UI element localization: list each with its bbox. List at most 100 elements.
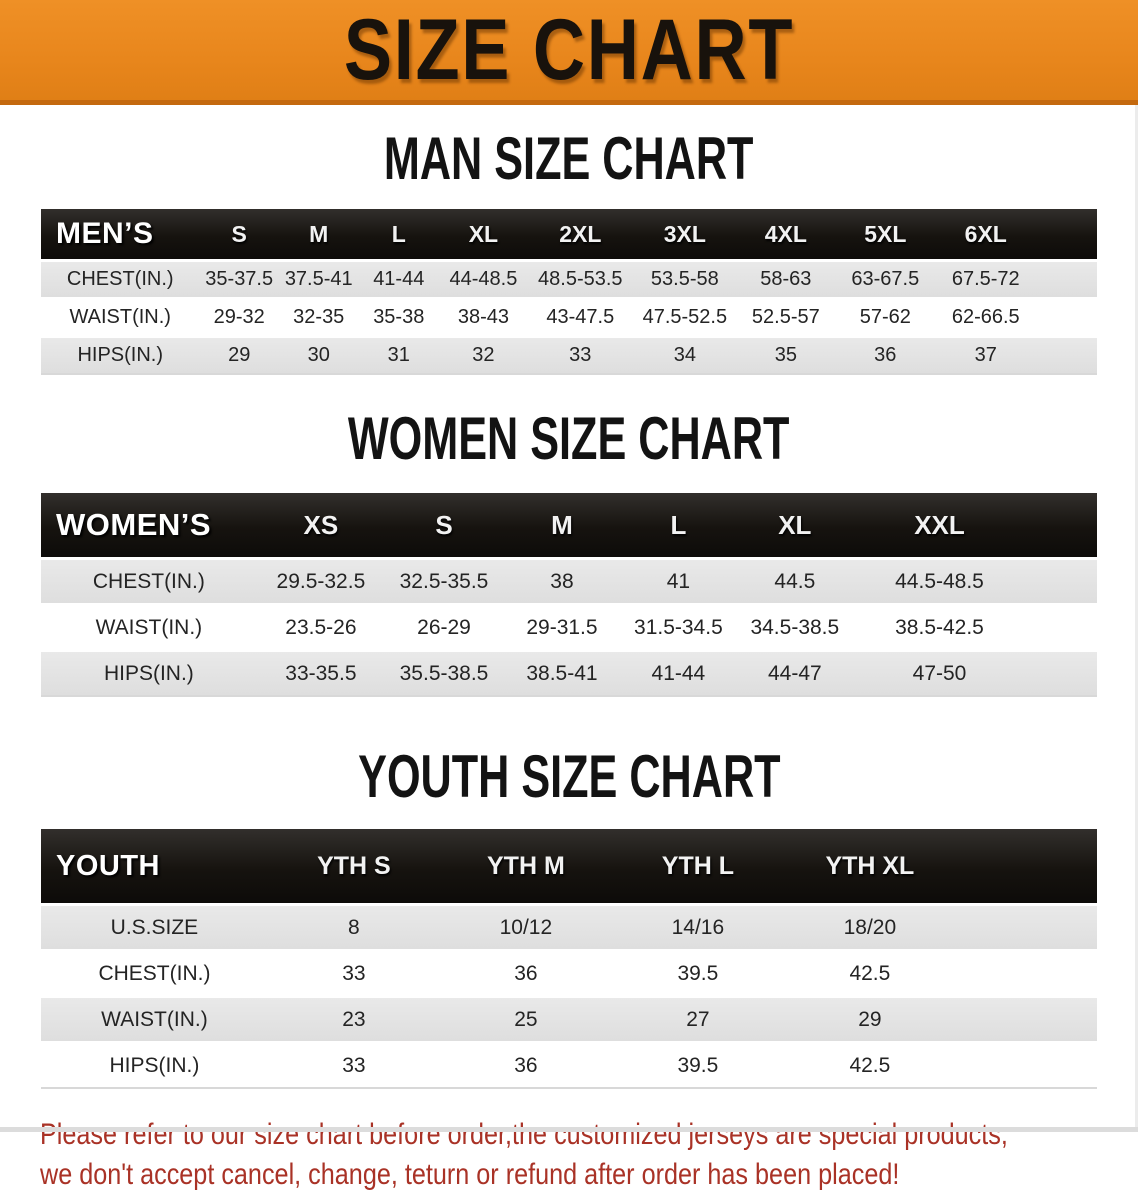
row-spacer: [955, 903, 1097, 949]
size-value-cell: 29: [783, 995, 956, 1041]
row-label: WAIST(IN.): [41, 995, 268, 1041]
column-header: L: [358, 209, 440, 259]
column-header: 4XL: [736, 209, 835, 259]
header-spacer: [1025, 493, 1097, 557]
size-value-cell: 67.5-72: [935, 259, 1036, 297]
column-header: M: [278, 209, 359, 259]
column-header: XS: [256, 493, 386, 557]
column-header: S: [385, 493, 503, 557]
column-header: 5XL: [834, 209, 936, 259]
row-label: U.S.SIZE: [41, 903, 268, 949]
men-size-section: MAN SIZE CHART MEN’S S M L XL 2XL 3XL 4XL 5XL 6XL…: [0, 129, 1138, 375]
row-spacer: [1035, 335, 1097, 375]
column-header: XL: [735, 493, 854, 557]
youth-size-section: YOUTH SIZE CHART YOUTH YTH S YTH M YTH L YTH…: [0, 747, 1138, 1089]
row-spacer: [955, 995, 1097, 1041]
size-value-cell: 41-44: [358, 259, 440, 297]
size-value-cell: 47.5-52.5: [632, 297, 737, 335]
table-row: HIPS(IN.) 33-35.5 35.5-38.5 38.5-41 41-44 44-…: [41, 649, 1097, 697]
size-value-cell: 32: [439, 335, 528, 375]
table-row: CHEST(IN.) 35-37.5 37.5-41 41-44 44-48.5 48.5…: [41, 259, 1097, 297]
women-size-table: WOMEN’S XS S M L XL XXL CHEST(IN.) 29.5-32.5 32.5…: [41, 493, 1097, 697]
size-value-cell: 35.5-38.5: [385, 649, 503, 697]
size-value-cell: 63-67.5: [834, 259, 936, 297]
size-value-cell: 47-50: [853, 649, 1026, 697]
size-value-cell: 38: [502, 557, 621, 603]
column-header: L: [620, 493, 736, 557]
table-row: HIPS(IN.) 29 30 31 32 33 34 35 36 37: [41, 335, 1097, 375]
size-value-cell: 32.5-35.5: [385, 557, 503, 603]
men-section-heading-text: MAN SIZE CHART: [384, 125, 754, 192]
column-header: XL: [439, 209, 528, 259]
size-value-cell: 38.5-41: [502, 649, 621, 697]
size-value-cell: 33-35.5: [256, 649, 386, 697]
size-value-cell: 36: [439, 949, 612, 995]
size-value-cell: 26-29: [385, 603, 503, 649]
size-value-cell: 29: [199, 335, 279, 375]
youth-size-table: YOUTH YTH S YTH M YTH L YTH XL U.S.SIZE 8 10/12…: [41, 829, 1097, 1089]
column-header: YTH L: [611, 829, 784, 903]
row-spacer: [1025, 557, 1097, 603]
size-value-cell: 44-47: [735, 649, 854, 697]
size-value-cell: 43-47.5: [527, 297, 633, 335]
size-value-cell: 23: [267, 995, 440, 1041]
size-value-cell: 33: [527, 335, 633, 375]
size-value-cell: 33: [267, 949, 440, 995]
size-value-cell: 41-44: [620, 649, 736, 697]
youth-section-heading: YOUTH SIZE CHART: [0, 747, 1138, 807]
header-spacer: [955, 829, 1097, 903]
table-header-row: YOUTH YTH S YTH M YTH L YTH XL: [41, 829, 1097, 903]
page-edge-shadow-right: [1135, 105, 1138, 1132]
size-value-cell: 33: [267, 1041, 440, 1089]
order-notice-line-2: we don't accept cancel, change, teturn o…: [40, 1158, 900, 1191]
column-header: S: [199, 209, 279, 259]
size-value-cell: 38-43: [439, 297, 528, 335]
table-row: WAIST(IN.) 29-32 32-35 35-38 38-43 43-47.5 47.…: [41, 297, 1097, 335]
size-value-cell: 41: [620, 557, 736, 603]
size-value-cell: 48.5-53.5: [527, 259, 633, 297]
size-value-cell: 57-62: [834, 297, 936, 335]
men-section-heading: MAN SIZE CHART: [0, 129, 1138, 189]
size-value-cell: 58-63: [736, 259, 835, 297]
column-header: M: [502, 493, 621, 557]
row-spacer: [1025, 603, 1097, 649]
row-spacer: [1025, 649, 1097, 697]
size-value-cell: 42.5: [783, 1041, 956, 1089]
size-value-cell: 34.5-38.5: [735, 603, 854, 649]
row-label: WAIST(IN.): [41, 297, 200, 335]
column-header: XXL: [853, 493, 1026, 557]
table-row: CHEST(IN.) 33 36 39.5 42.5: [41, 949, 1097, 995]
table-header-row: MEN’S S M L XL 2XL 3XL 4XL 5XL 6XL: [41, 209, 1097, 259]
size-value-cell: 44.5: [735, 557, 854, 603]
size-value-cell: 62-66.5: [935, 297, 1036, 335]
size-value-cell: 44-48.5: [439, 259, 528, 297]
size-value-cell: 35-37.5: [199, 259, 279, 297]
size-value-cell: 35-38: [358, 297, 440, 335]
men-size-table: MEN’S S M L XL 2XL 3XL 4XL 5XL 6XL CHEST(IN.) 35-37…: [41, 209, 1097, 375]
size-value-cell: 8: [267, 903, 440, 949]
column-header: 2XL: [527, 209, 633, 259]
size-value-cell: 34: [632, 335, 737, 375]
table-row: CHEST(IN.) 29.5-32.5 32.5-35.5 38 41 44.5 44.5…: [41, 557, 1097, 603]
size-value-cell: 10/12: [439, 903, 612, 949]
size-value-cell: 39.5: [611, 1041, 784, 1089]
size-value-cell: 35: [736, 335, 835, 375]
row-label: WAIST(IN.): [41, 603, 257, 649]
size-value-cell: 27: [611, 995, 784, 1041]
table-row: WAIST(IN.) 23.5-26 26-29 29-31.5 31.5-34.5 34…: [41, 603, 1097, 649]
table-title: YOUTH: [41, 829, 268, 903]
table-header-row: WOMEN’S XS S M L XL XXL: [41, 493, 1097, 557]
row-spacer: [955, 1041, 1097, 1089]
order-notice-line-1: Please refer to our size chart before or…: [40, 1118, 1008, 1151]
column-header: YTH M: [439, 829, 612, 903]
size-value-cell: 37: [935, 335, 1036, 375]
size-value-cell: 52.5-57: [736, 297, 835, 335]
row-label: HIPS(IN.): [41, 649, 257, 697]
column-header: 6XL: [935, 209, 1036, 259]
row-label: CHEST(IN.): [41, 949, 268, 995]
header-spacer: [1035, 209, 1097, 259]
table-row: U.S.SIZE 8 10/12 14/16 18/20: [41, 903, 1097, 949]
size-chart-banner: SIZE CHART: [0, 0, 1138, 105]
row-spacer: [1035, 259, 1097, 297]
youth-section-heading-text: YOUTH SIZE CHART: [357, 743, 781, 810]
